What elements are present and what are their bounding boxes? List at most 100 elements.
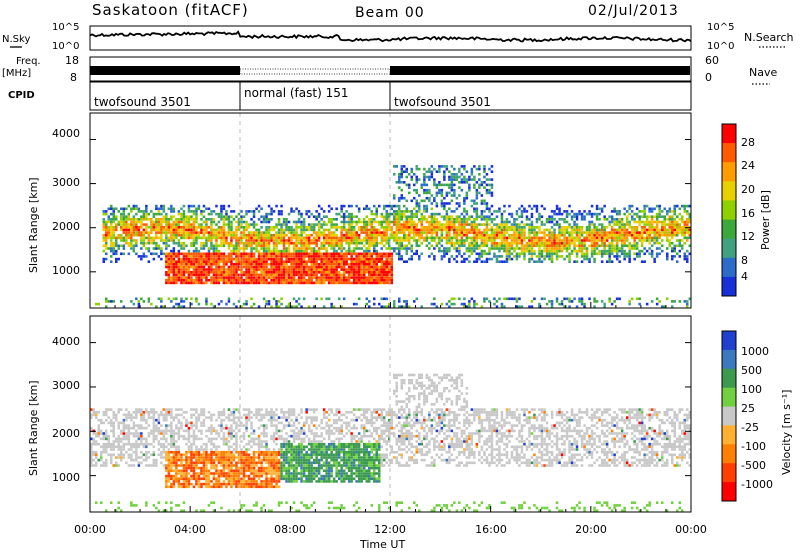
heatmap-cell — [593, 247, 596, 250]
heatmap-cell — [493, 218, 496, 221]
heatmap-cell — [365, 276, 368, 279]
heatmap-cell — [260, 255, 263, 258]
heatmap-cell — [120, 432, 123, 435]
heatmap-cell — [222, 241, 226, 245]
heatmap-cell — [117, 247, 120, 250]
heatmap-cell — [630, 218, 634, 221]
heatmap-cell — [292, 244, 296, 248]
heatmap-cell — [320, 218, 323, 221]
heatmap-cell — [485, 231, 489, 234]
heatmap-cell — [265, 268, 268, 271]
heatmap-cell — [503, 231, 506, 234]
heatmap-cell — [390, 228, 393, 232]
heatmap-cell — [312, 226, 316, 229]
heatmap-cell — [357, 263, 361, 266]
heatmap-cell — [122, 434, 126, 438]
heatmap-cell — [167, 273, 171, 277]
heatmap-cell — [523, 252, 526, 256]
heatmap-cell — [165, 223, 168, 226]
heatmap-cell — [365, 260, 368, 263]
power-colorbar-title: Power [dB] — [759, 190, 772, 250]
heatmap-cell — [317, 257, 321, 261]
heatmap-cell — [235, 247, 238, 250]
heatmap-cell — [242, 255, 246, 258]
heatmap-cell — [563, 218, 566, 221]
heatmap-cell — [235, 231, 238, 234]
heatmap-cell — [167, 244, 171, 248]
heatmap-cell — [332, 231, 336, 234]
heatmap-cell — [603, 239, 606, 242]
heatmap-cell — [255, 271, 258, 274]
heatmap-cell — [135, 440, 138, 443]
heatmap-cell — [458, 220, 461, 224]
heatmap-cell — [117, 421, 120, 425]
heatmap-cell — [140, 426, 143, 430]
heatmap-cell — [400, 188, 403, 192]
heatmap-cell — [681, 220, 684, 224]
heatmap-cell — [205, 260, 208, 263]
heatmap-cell — [645, 223, 649, 226]
heatmap-cell — [560, 233, 564, 237]
heatmap-cell — [142, 233, 146, 237]
heatmap-cell — [360, 239, 363, 242]
heatmap-cell — [90, 416, 93, 419]
heatmap-cell — [671, 220, 674, 224]
heatmap-cell — [352, 247, 356, 250]
heatmap-cell — [317, 281, 321, 285]
heatmap-cell — [683, 228, 686, 232]
heatmap-cell — [285, 220, 288, 224]
heatmap-cell — [167, 255, 171, 258]
heatmap-cell — [375, 239, 378, 242]
heatmap-cell — [373, 228, 376, 232]
heatmap-cell — [673, 231, 676, 234]
heatmap-cell — [438, 191, 441, 195]
heatmap-cell — [535, 207, 539, 211]
heatmap-cell — [182, 300, 186, 303]
heatmap-cell — [295, 239, 298, 242]
heatmap-cell — [666, 218, 669, 221]
heatmap-cell — [368, 223, 371, 226]
heatmap-cell — [618, 220, 621, 224]
heatmap-cell — [653, 228, 656, 232]
heatmap-cell — [140, 226, 143, 229]
heatmap-cell — [340, 244, 343, 248]
heatmap-cell — [600, 210, 604, 213]
heatmap-cell — [683, 231, 686, 234]
heatmap-cell — [312, 276, 316, 279]
heatmap-cell — [393, 223, 396, 226]
heatmap-cell — [460, 241, 464, 245]
heatmap-cell — [330, 268, 333, 271]
heatmap-cell — [550, 210, 554, 213]
heatmap-cell — [480, 252, 484, 256]
heatmap-cell — [473, 302, 476, 306]
heatmap-cell — [225, 260, 228, 263]
heatmap-cell — [508, 220, 511, 224]
heatmap-cell — [127, 464, 131, 467]
heatmap-cell — [217, 265, 221, 269]
heatmap-cell — [130, 413, 133, 417]
heatmap-cell — [130, 244, 133, 248]
heatmap-cell — [212, 244, 216, 248]
heatmap-cell — [480, 233, 484, 237]
heatmap-cell — [127, 416, 131, 419]
heatmap-cell — [555, 220, 559, 224]
heatmap-cell — [267, 244, 271, 248]
heatmap-cell — [473, 300, 476, 303]
beam-title: Beam 00 — [355, 5, 425, 21]
heatmap-cell — [265, 300, 268, 303]
heatmap-cell — [643, 260, 646, 263]
heatmap-cell — [388, 236, 391, 240]
heatmap-cell — [395, 233, 398, 237]
noise-panel: 10^5 10^0 10^5 10^0 — [52, 22, 734, 52]
heatmap-cell — [518, 252, 521, 256]
heatmap-cell — [653, 220, 656, 224]
heatmap-cell — [277, 276, 281, 279]
heatmap-cell — [315, 281, 318, 285]
heatmap-cell — [385, 204, 388, 208]
heatmap-cell — [287, 249, 291, 253]
heatmap-cell — [235, 241, 238, 245]
heatmap-cell — [375, 273, 378, 277]
heatmap-cell — [317, 212, 321, 216]
heatmap-cell — [342, 268, 346, 271]
heatmap-cell — [613, 210, 616, 213]
